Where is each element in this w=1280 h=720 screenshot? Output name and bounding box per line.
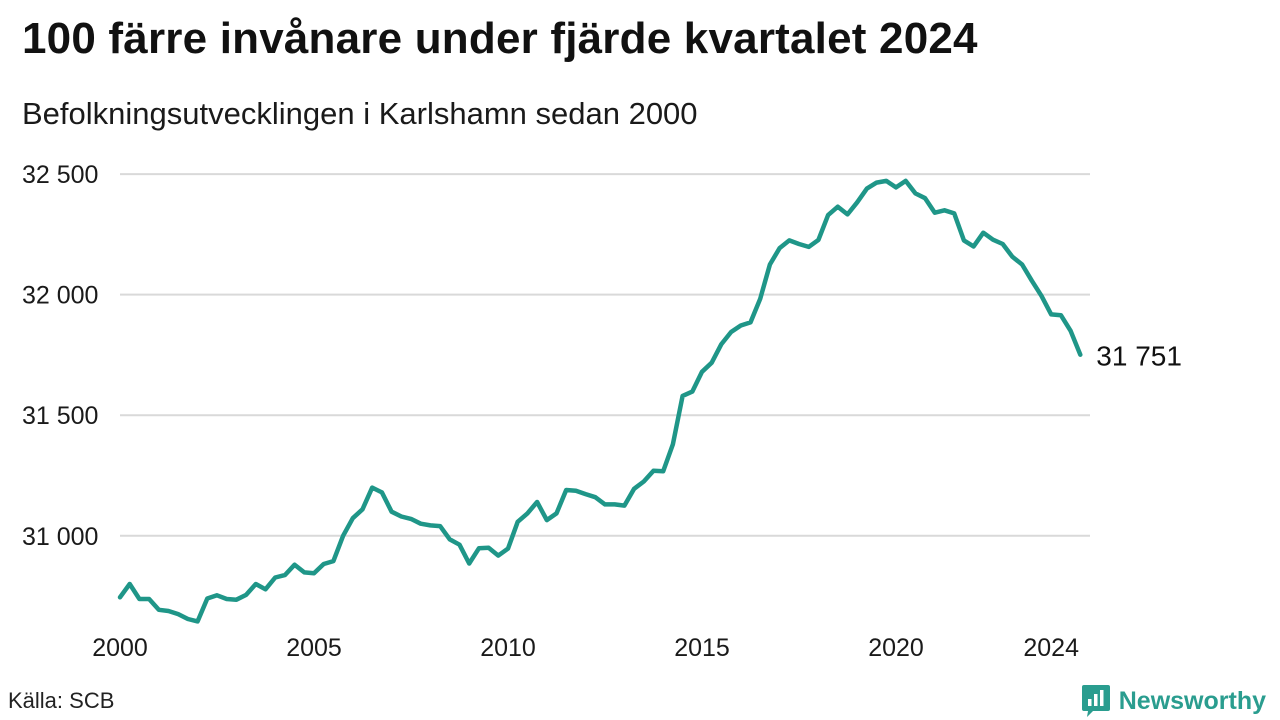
bar-chart-bubble-icon <box>1081 685 1110 717</box>
source-note: Källa: SCB <box>8 688 115 713</box>
y-tick-label: 31 000 <box>22 523 98 551</box>
chart-subtitle: Befolkningsutvecklingen i Karlshamn seda… <box>22 96 698 131</box>
y-tick-label: 32 000 <box>22 282 98 310</box>
x-tick-label: 2015 <box>674 634 730 662</box>
brand-name: Newsworthy <box>1118 686 1266 715</box>
x-tick-label: 2020 <box>868 634 924 662</box>
x-tick-label: 2010 <box>480 634 536 662</box>
end-value-label: 31 751 <box>1096 341 1182 372</box>
chart-title: 100 färre invånare under fjärde kvartale… <box>22 14 978 63</box>
x-tick-label: 2000 <box>92 634 148 662</box>
x-tick-label: 2005 <box>286 634 342 662</box>
x-tick-label: 2024 <box>1023 634 1079 662</box>
series-line <box>117 178 1083 624</box>
y-tick-label: 31 500 <box>22 402 98 430</box>
y-tick-label: 32 500 <box>22 161 98 189</box>
brand-logo: Newsworthy <box>1081 684 1266 718</box>
